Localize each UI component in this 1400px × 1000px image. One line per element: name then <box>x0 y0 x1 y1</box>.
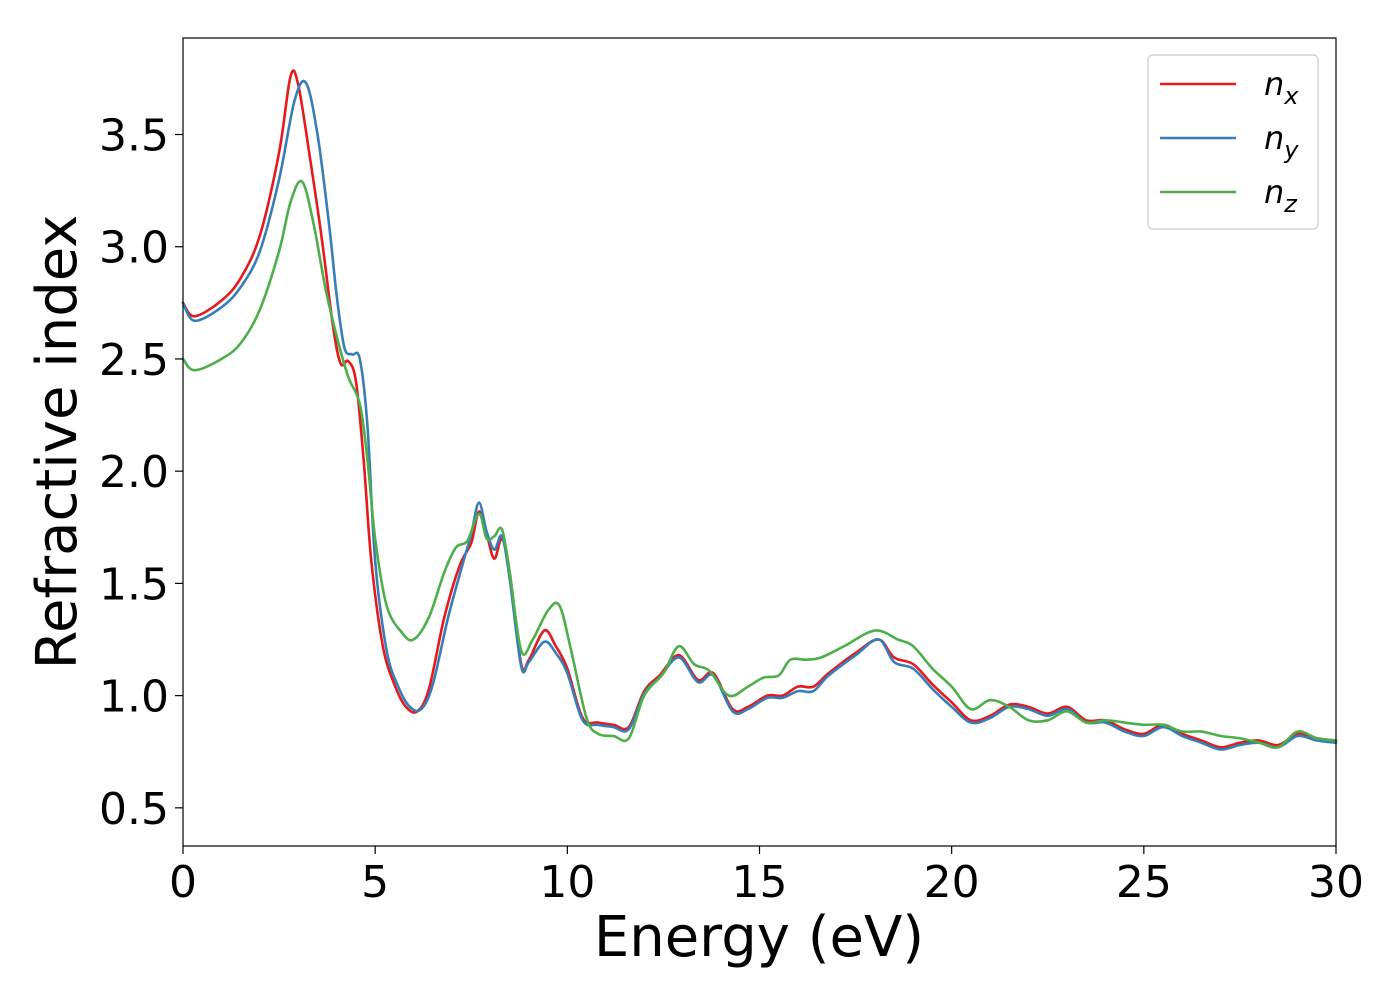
legend-box <box>1147 54 1319 230</box>
series-lines <box>181 69 1338 751</box>
x-tick-label: 30 <box>1308 857 1364 908</box>
x-axis-title: Energy (eV) <box>594 905 924 970</box>
series-line-x <box>181 69 1338 749</box>
x-tick-label: 0 <box>169 857 197 908</box>
y-axis: 0.5 1.0 1.5 2.0 2.5 3.0 3.5 <box>99 111 183 835</box>
legend-label-z: nz <box>1264 173 1298 218</box>
x-tick-label: 20 <box>924 857 980 908</box>
series-line-z <box>181 179 1338 749</box>
x-axis: 0 5 10 15 20 25 30 <box>169 846 1364 908</box>
y-tick-label: 0.5 <box>99 784 169 835</box>
x-tick-label: 15 <box>732 857 788 908</box>
y-tick-label: 3.5 <box>99 111 169 162</box>
y-tick-label: 2.5 <box>99 335 169 386</box>
legend-label-x: nx <box>1264 65 1299 110</box>
y-tick-label: 2.0 <box>99 447 169 498</box>
y-tick-label: 1.0 <box>99 672 169 723</box>
y-tick-label: 3.0 <box>99 223 169 274</box>
y-axis-title: Refractive index <box>25 215 90 670</box>
y-tick-label: 1.5 <box>99 559 169 610</box>
x-tick-label: 5 <box>361 857 389 908</box>
x-tick-label: 25 <box>1116 857 1172 908</box>
legend-label-y: ny <box>1264 119 1299 164</box>
legend: nx ny nz <box>1147 54 1319 230</box>
x-tick-label: 10 <box>539 857 595 908</box>
